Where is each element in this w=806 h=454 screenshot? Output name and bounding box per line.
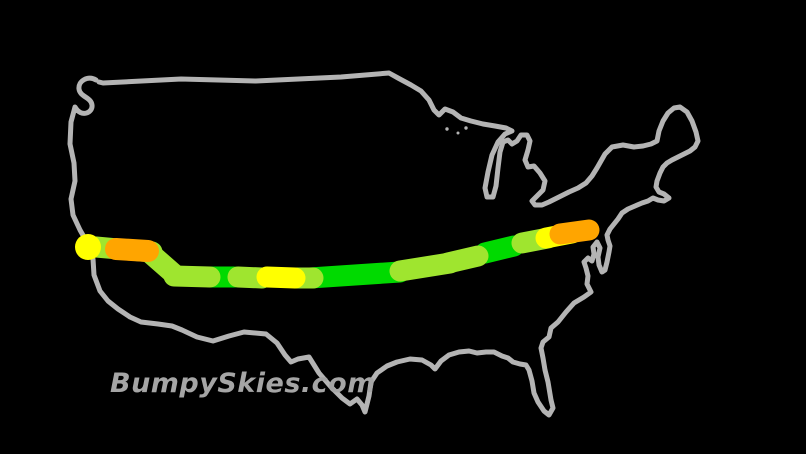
bumpyskies-watermark: BumpySkies.com <box>110 368 376 399</box>
route-segment-moderate_plus <box>105 238 159 262</box>
flight-route-turbulence-path <box>75 219 600 289</box>
route-segment-light <box>437 245 489 274</box>
island-dot <box>456 131 460 135</box>
route-segment-moderate <box>256 266 306 289</box>
island-dot <box>464 126 468 130</box>
route-segment-calm <box>299 261 411 289</box>
route-segment-moderate_plus <box>549 219 600 245</box>
route-segment-light <box>163 265 221 288</box>
lake-islands <box>445 126 468 135</box>
us-outline <box>67 70 701 418</box>
route-segment-calm <box>474 235 525 264</box>
route-start-marker <box>75 234 101 260</box>
island-dot <box>445 127 449 131</box>
